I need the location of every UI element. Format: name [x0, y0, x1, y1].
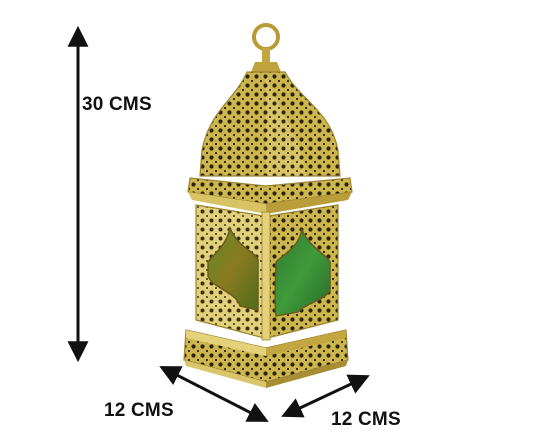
- lantern: [183, 23, 353, 388]
- glass-window-right: [274, 227, 331, 317]
- height-label: 30 CMS: [82, 94, 152, 115]
- glass-window-left: [207, 225, 259, 311]
- depth-arrow: [281, 374, 370, 418]
- width-arrow: [159, 366, 269, 422]
- depth-label: 12 CMS: [331, 409, 401, 430]
- hanging-ring: [252, 23, 280, 51]
- width-label: 12 CMS: [104, 400, 174, 421]
